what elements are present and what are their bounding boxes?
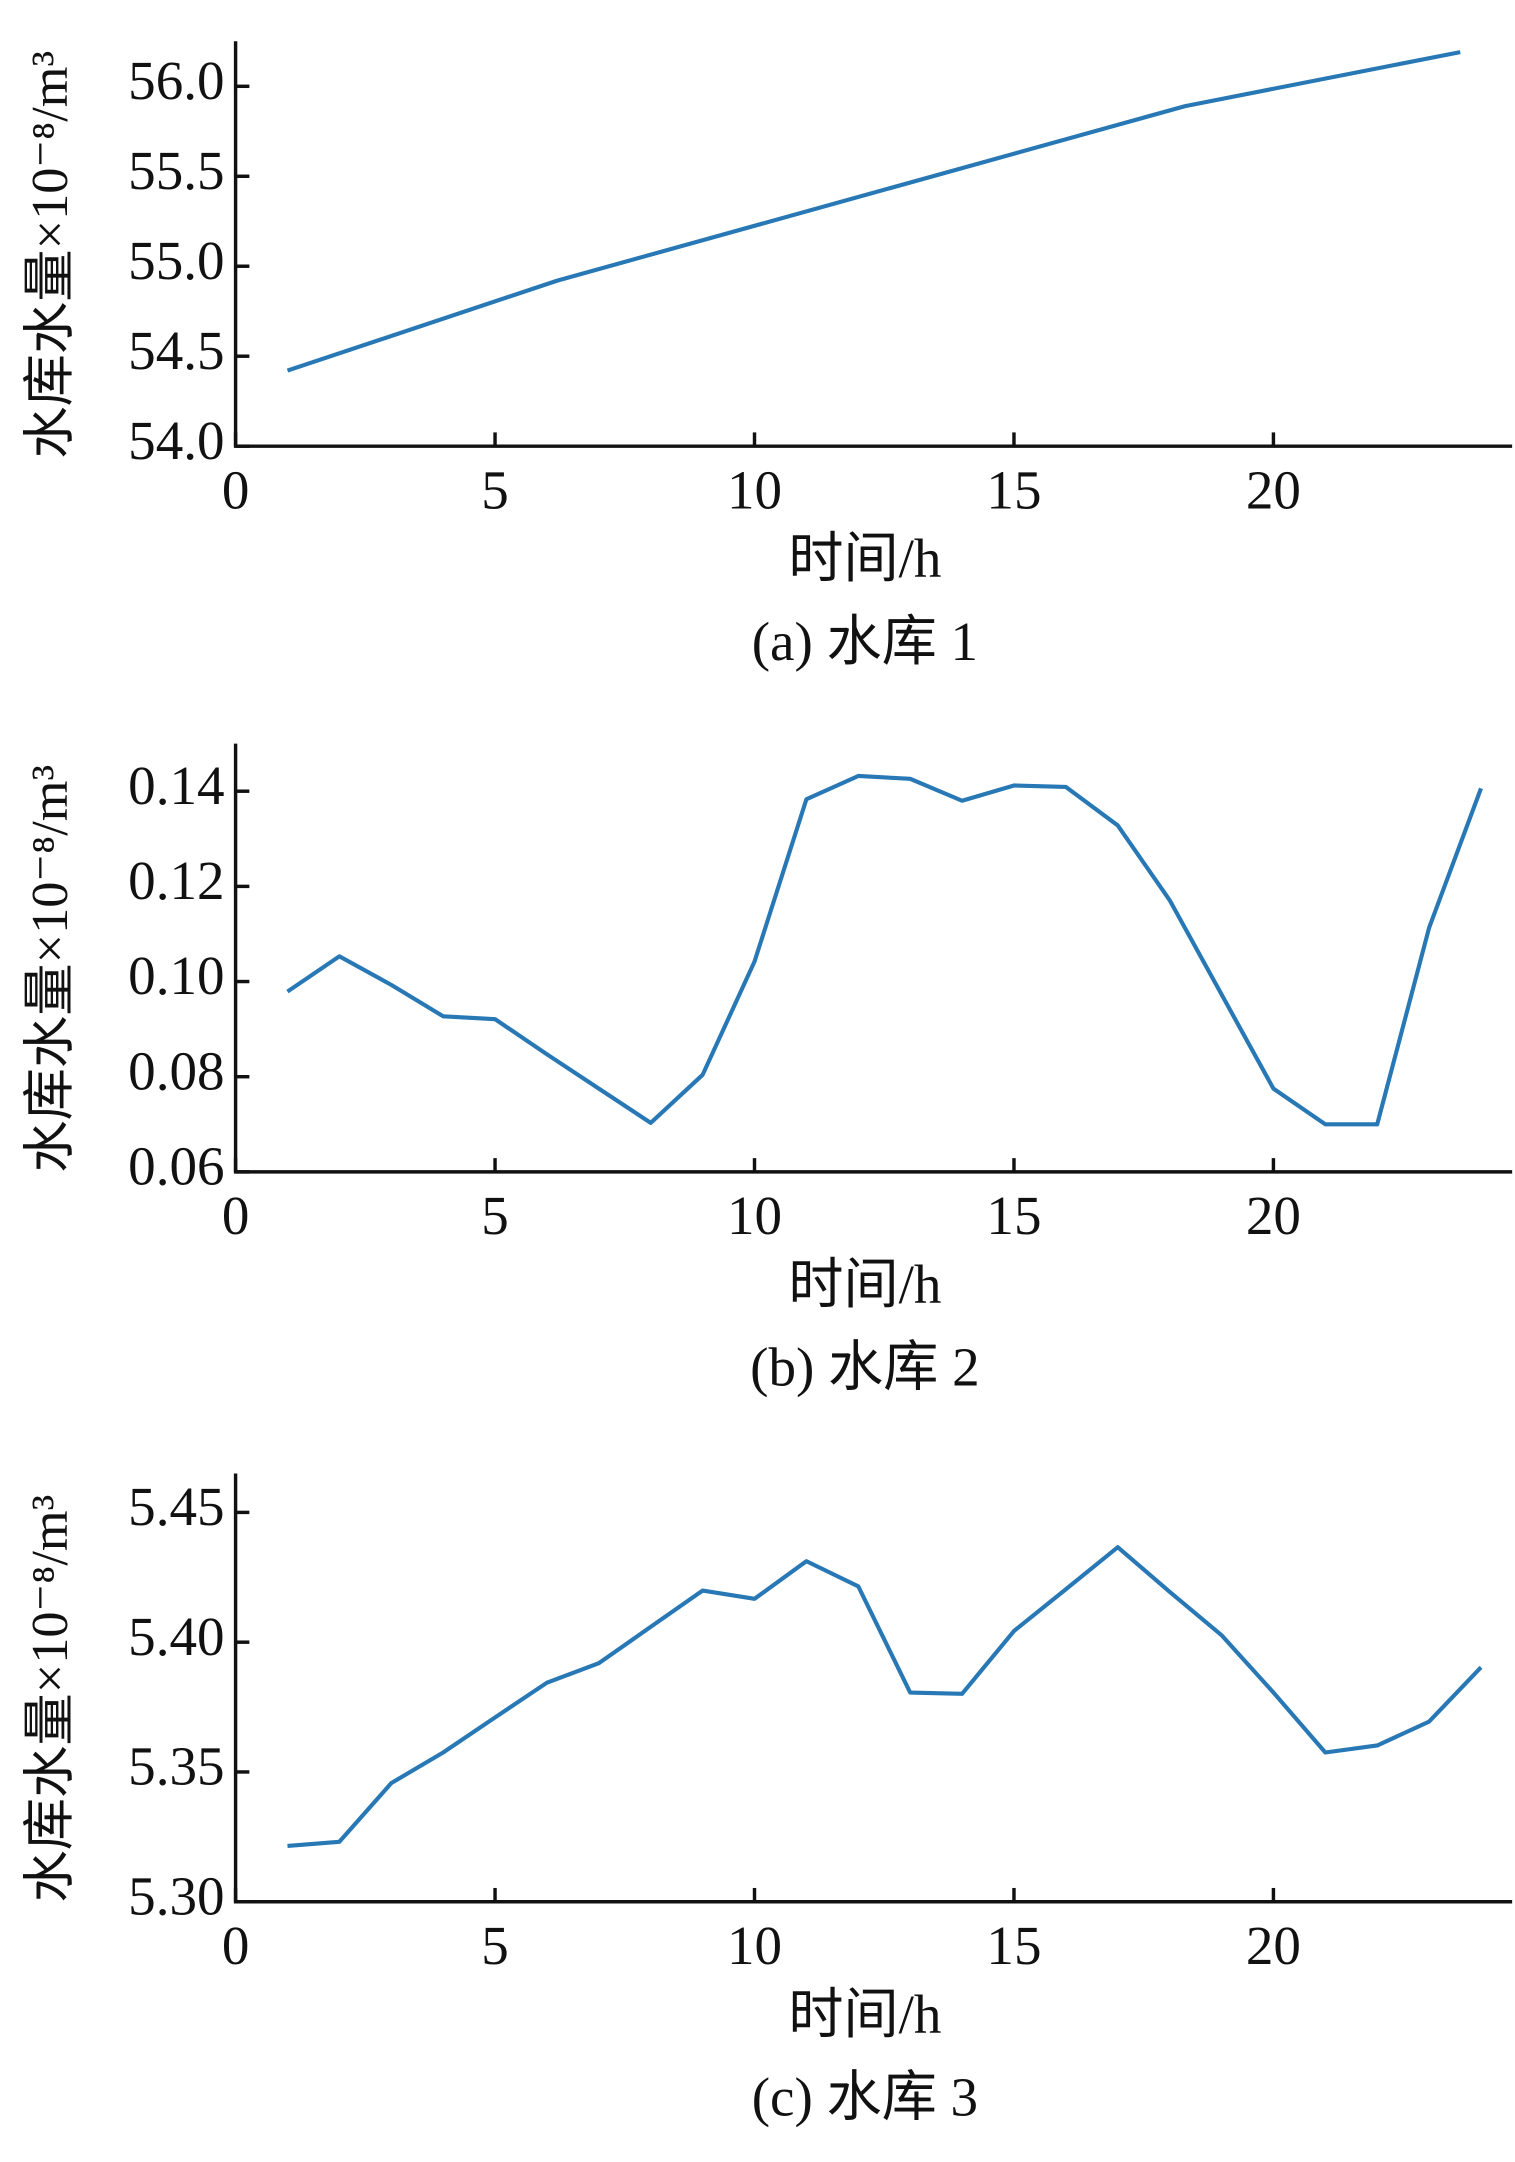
y-tick-label: 54.5	[128, 320, 224, 381]
axes	[233, 743, 1513, 1174]
axes	[233, 1473, 1513, 1904]
x-tick-label: 5	[481, 459, 509, 520]
data-line	[287, 1545, 1483, 1848]
x-tick-label: 20	[1246, 459, 1301, 520]
y-tick-label: 5.45	[128, 1476, 224, 1537]
x-axis-label: 时间/h	[788, 1984, 941, 2045]
x-tick-label: 10	[727, 1185, 782, 1246]
data-line	[286, 50, 1461, 373]
y-axis-label: 水库水量×10⁻⁸/m³	[21, 51, 79, 459]
x-tick-label: 0	[222, 1185, 250, 1246]
y-tick-label: 0.12	[128, 850, 224, 911]
y-tick-label: 55.0	[128, 230, 224, 291]
caption: (a) 水库 1	[752, 611, 978, 672]
y-tick-label: 5.40	[128, 1606, 224, 1667]
x-tick-label: 15	[986, 1915, 1041, 1976]
y-tick-label: 54.0	[128, 410, 224, 471]
x-tick-label: 15	[986, 459, 1041, 520]
x-tick-label: 0	[222, 1915, 250, 1976]
x-tick-label: 15	[986, 1185, 1041, 1246]
x-tick-label: 10	[727, 1915, 782, 1976]
x-axis-label: 时间/h	[788, 528, 941, 589]
data-line	[286, 773, 1483, 1127]
y-tick-label: 0.08	[128, 1040, 224, 1101]
x-tick-label: 20	[1246, 1915, 1301, 1976]
y-tick-label: 55.5	[128, 140, 224, 201]
x-tick-label: 10	[727, 459, 782, 520]
y-tick-label: 5.30	[128, 1865, 224, 1926]
y-tick-label: 0.06	[128, 1136, 224, 1197]
axes	[233, 41, 1513, 448]
y-tick-label: 5.35	[128, 1736, 224, 1797]
x-tick-label: 5	[481, 1915, 509, 1976]
x-tick-label: 20	[1246, 1185, 1301, 1246]
x-tick-label: 5	[481, 1185, 509, 1246]
x-tick-label: 0	[222, 459, 250, 520]
caption: (c) 水库 3	[752, 2066, 978, 2127]
x-axis-label: 时间/h	[788, 1254, 941, 1315]
caption: (b) 水库 2	[750, 1337, 979, 1398]
y-axis-label: 水库水量×10⁻⁸/m³	[21, 765, 79, 1173]
y-tick-label: 0.14	[128, 755, 224, 816]
y-tick-label: 0.10	[128, 945, 224, 1006]
y-tick-label: 56.0	[128, 50, 224, 111]
y-axis-label: 水库水量×10⁻⁸/m³	[21, 1495, 79, 1903]
